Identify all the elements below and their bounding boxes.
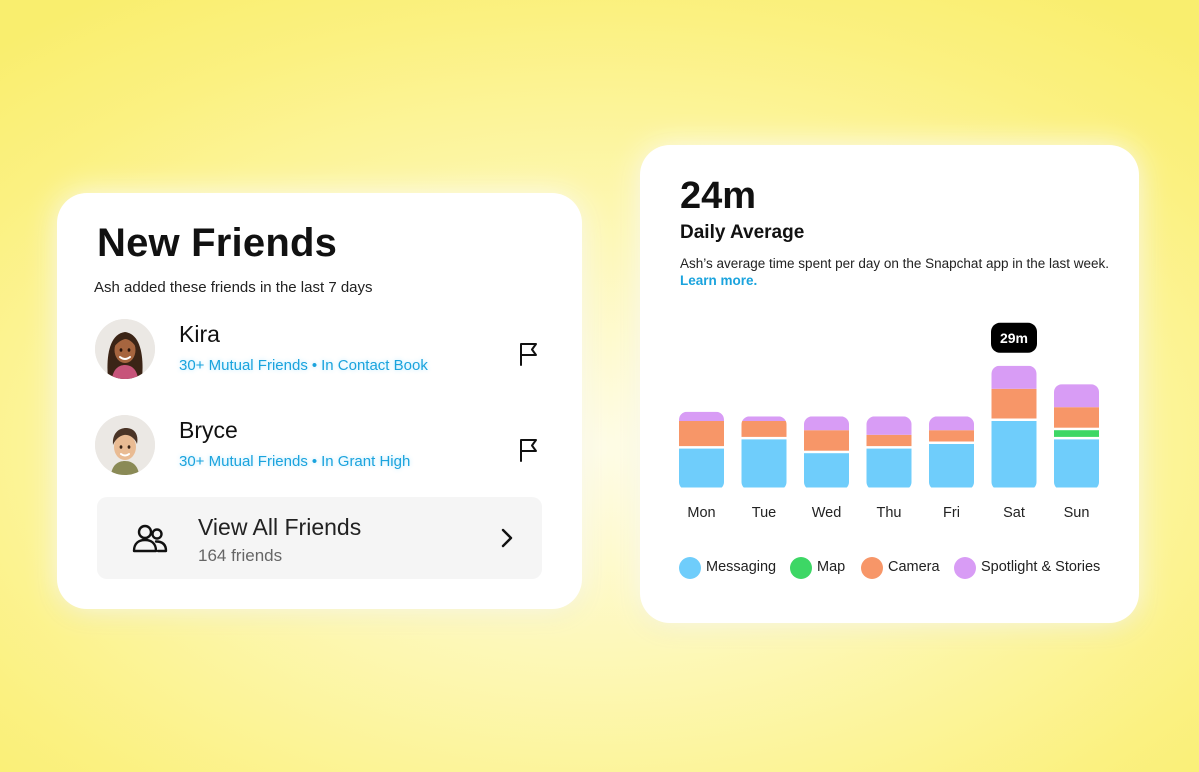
legend-swatch bbox=[679, 557, 701, 579]
bar-segment-messaging bbox=[741, 439, 787, 488]
bar-segment-spotlight-stories bbox=[991, 365, 1037, 389]
legend-swatch bbox=[954, 557, 976, 579]
x-tick-label: Fri bbox=[943, 505, 960, 521]
daily-average-value: 24m bbox=[680, 175, 757, 217]
bar-mon[interactable] bbox=[679, 411, 724, 488]
daily-average-description: Ash’s average time spent per day on the … bbox=[680, 255, 1110, 289]
x-tick-label: Tue bbox=[752, 505, 776, 521]
separator-dot: • bbox=[311, 453, 318, 470]
new-friends-title: New Friends bbox=[97, 221, 338, 265]
bar-segment-spotlight-stories bbox=[804, 416, 849, 431]
view-all-friends-button[interactable]: View All Friends 164 friends bbox=[97, 497, 542, 579]
separator-dot: • bbox=[311, 357, 318, 374]
x-tick-label: Sat bbox=[1003, 505, 1025, 521]
daily-average-label: Daily Average bbox=[680, 222, 805, 243]
legend-label: Map bbox=[817, 559, 846, 575]
friend-name: Kira bbox=[179, 321, 220, 347]
x-tick-label: Mon bbox=[687, 505, 715, 521]
bar-segment-camera bbox=[679, 421, 724, 447]
friend-row-bryce[interactable]: Bryce 30+ Mutual Friends • In Grant High bbox=[95, 415, 545, 477]
friend-meta: 30+ Mutual Friends • In Contact Book bbox=[179, 357, 428, 374]
bar-segment-messaging bbox=[804, 453, 849, 488]
bar-sat[interactable] bbox=[991, 365, 1037, 488]
description-text: Ash’s average time spent per day on the … bbox=[680, 256, 1110, 271]
mutual-friends-text: 30+ Mutual Friends bbox=[179, 453, 308, 470]
new-friends-subtitle: Ash added these friends in the last 7 da… bbox=[94, 279, 373, 296]
usage-bar-chart: Mon Tue Wed Thu Fri Sat 29m Sun bbox=[679, 322, 1099, 521]
bar-segment-camera bbox=[866, 434, 912, 447]
learn-more-link[interactable]: Learn more. bbox=[680, 273, 758, 288]
flag-icon[interactable] bbox=[516, 341, 542, 367]
bar-fri[interactable] bbox=[929, 416, 974, 488]
legend-label: Camera bbox=[888, 559, 940, 575]
friends-count: 164 friends bbox=[198, 546, 283, 565]
bar-segment-spotlight-stories bbox=[679, 411, 724, 421]
bar-tue[interactable] bbox=[741, 416, 787, 488]
bar-segment-spotlight-stories bbox=[929, 416, 974, 431]
bar-segment-spotlight-stories bbox=[741, 416, 787, 421]
daily-average-card: 24m Daily Average Ash’s average time spe… bbox=[640, 145, 1139, 623]
x-tick-label: Sun bbox=[1064, 505, 1090, 521]
highlight-tooltip-label: 29m bbox=[1000, 330, 1028, 346]
legend-swatch bbox=[861, 557, 883, 579]
legend-swatch bbox=[790, 557, 812, 579]
bar-segment-spotlight-stories bbox=[866, 416, 912, 435]
friend-context-text: In Contact Book bbox=[321, 357, 428, 374]
x-tick-label: Thu bbox=[877, 505, 902, 521]
flag-icon[interactable] bbox=[516, 437, 542, 463]
bar-segment-messaging bbox=[991, 421, 1037, 488]
bar-segment-camera bbox=[804, 430, 849, 451]
bar-segment-map bbox=[1054, 430, 1099, 437]
bar-segment-messaging bbox=[866, 448, 912, 488]
bar-segment-camera bbox=[741, 421, 787, 437]
chevron-right-icon bbox=[501, 528, 513, 548]
bar-segment-messaging bbox=[1054, 439, 1099, 488]
bar-thu[interactable] bbox=[866, 416, 912, 488]
friend-context-text: In Grant High bbox=[321, 453, 411, 470]
bar-segment-camera bbox=[1054, 407, 1099, 428]
friend-name: Bryce bbox=[179, 417, 238, 443]
view-all-friends-label: View All Friends bbox=[198, 514, 362, 540]
highlight-tooltip bbox=[991, 322, 1037, 353]
bar-segment-spotlight-stories bbox=[1054, 384, 1099, 408]
bar-wed[interactable] bbox=[804, 416, 849, 488]
bar-sun[interactable] bbox=[1054, 384, 1099, 488]
new-friends-card: New Friends Ash added these friends in t… bbox=[57, 193, 582, 609]
people-icon bbox=[132, 524, 168, 553]
legend-label: Spotlight & Stories bbox=[981, 559, 1101, 575]
friend-row-kira[interactable]: Kira 30+ Mutual Friends • In Contact Book bbox=[95, 319, 545, 381]
legend-label: Messaging bbox=[706, 559, 777, 575]
bar-segment-camera bbox=[991, 388, 1037, 419]
mutual-friends-text: 30+ Mutual Friends bbox=[179, 357, 308, 374]
bar-segment-camera bbox=[929, 430, 974, 442]
avatar bbox=[95, 415, 155, 475]
friend-meta: 30+ Mutual Friends • In Grant High bbox=[179, 453, 410, 470]
x-tick-label: Wed bbox=[812, 505, 842, 521]
bar-segment-messaging bbox=[929, 444, 974, 488]
bar-segment-messaging bbox=[679, 448, 724, 488]
avatar bbox=[95, 319, 155, 379]
